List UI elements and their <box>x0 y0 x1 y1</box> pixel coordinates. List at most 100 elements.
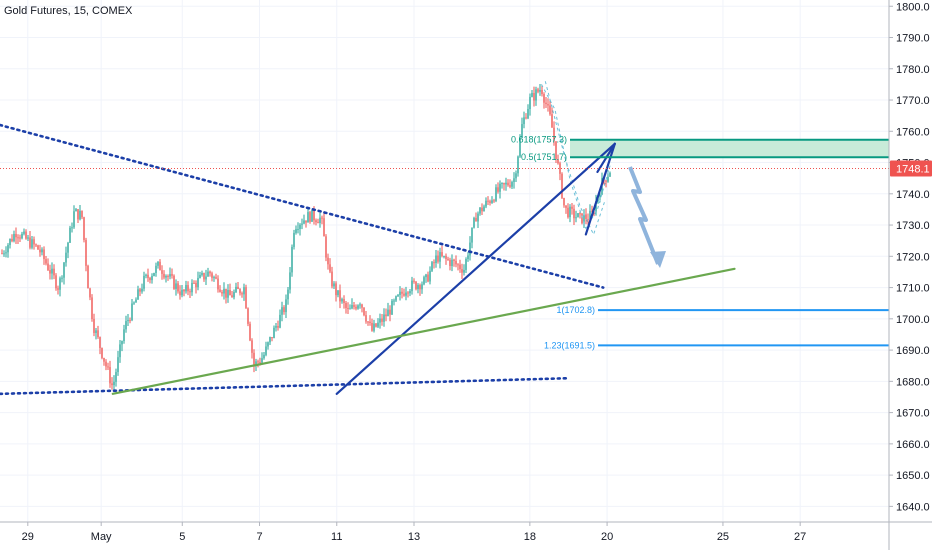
candle <box>237 281 239 290</box>
candle <box>315 218 317 226</box>
candle <box>501 182 503 189</box>
wedge-left-leg[interactable] <box>584 142 616 236</box>
candle <box>65 246 67 267</box>
candle <box>183 288 185 297</box>
candle <box>83 216 85 243</box>
candle <box>77 209 79 224</box>
candle <box>419 283 421 296</box>
candle <box>335 281 337 302</box>
y-tick-label: 1650.0 <box>896 470 930 482</box>
candle <box>111 377 113 390</box>
candle <box>489 199 491 206</box>
candle <box>513 172 515 189</box>
candle <box>449 257 451 271</box>
y-tick-label: 1720.0 <box>896 251 930 263</box>
candle <box>63 261 65 285</box>
candle <box>465 257 467 273</box>
y-tick-label: 1780.0 <box>896 64 930 76</box>
candle <box>215 273 217 280</box>
candle <box>299 223 301 236</box>
candle <box>441 245 443 258</box>
candle <box>273 325 275 339</box>
candle <box>159 259 161 271</box>
candle <box>387 302 389 317</box>
candle <box>169 267 171 280</box>
candle <box>535 86 537 106</box>
candle <box>371 318 373 332</box>
candle <box>331 266 333 289</box>
candle <box>107 362 109 370</box>
candle <box>417 283 419 294</box>
candle <box>13 230 15 243</box>
candle <box>407 291 409 298</box>
candle <box>3 250 5 257</box>
candle <box>223 282 225 300</box>
y-tick-label: 1700.0 <box>896 314 930 326</box>
candle <box>287 286 289 305</box>
candle <box>17 234 19 245</box>
candle <box>435 250 437 268</box>
candle <box>141 283 143 294</box>
candle <box>497 182 499 194</box>
harmonic-pattern-line <box>540 84 612 230</box>
candle <box>163 270 165 280</box>
candle <box>181 284 183 298</box>
candle <box>569 204 571 223</box>
candle <box>193 280 195 284</box>
candle <box>365 311 367 324</box>
x-tick-label: 20 <box>601 531 613 543</box>
descending-trendline[interactable] <box>0 123 605 289</box>
ascending-green-trendline[interactable] <box>111 267 736 395</box>
last-price-label: 1748.1 <box>896 163 930 175</box>
candle <box>395 295 397 303</box>
candle <box>23 228 25 236</box>
candle <box>41 247 43 256</box>
candle <box>575 210 577 223</box>
candle <box>175 279 177 296</box>
candle <box>231 291 233 298</box>
candle <box>267 341 269 350</box>
candle <box>377 318 379 329</box>
candle <box>151 273 153 284</box>
candle <box>71 222 73 233</box>
candle <box>321 215 323 225</box>
candle <box>87 264 89 289</box>
candle <box>291 244 293 277</box>
candle <box>345 300 347 314</box>
candle <box>165 274 167 283</box>
candle <box>421 281 423 294</box>
projection-arrow-path[interactable] <box>628 166 660 265</box>
candle <box>235 282 237 294</box>
candle <box>197 271 199 291</box>
candle <box>405 286 407 301</box>
candle <box>147 268 149 282</box>
candle <box>125 315 127 333</box>
candle <box>583 209 585 229</box>
y-tick-label: 1670.0 <box>896 408 930 420</box>
candle <box>55 273 57 291</box>
ascending-blue-trendline[interactable] <box>335 142 616 395</box>
candle <box>213 275 215 282</box>
candle <box>425 273 427 283</box>
candle <box>401 288 403 299</box>
candle <box>161 265 163 280</box>
candle <box>451 254 453 272</box>
lower-dotted-trendline[interactable] <box>0 376 570 396</box>
candle <box>257 359 259 368</box>
candle <box>123 324 125 344</box>
candle <box>297 222 299 234</box>
fib-zones <box>570 139 889 158</box>
candle <box>459 259 461 273</box>
candle <box>37 244 39 250</box>
candle <box>447 256 449 261</box>
candle <box>49 264 51 280</box>
fib-level-label: 0.618(1757.3) <box>511 135 567 145</box>
candle <box>43 246 45 265</box>
chart-title: Gold Futures, 15, COMEX <box>4 5 133 17</box>
y-tick-label: 1680.0 <box>896 376 930 388</box>
candle <box>155 262 157 277</box>
candle <box>361 303 363 313</box>
candle <box>307 207 309 223</box>
x-tick-label: 11 <box>331 531 342 543</box>
